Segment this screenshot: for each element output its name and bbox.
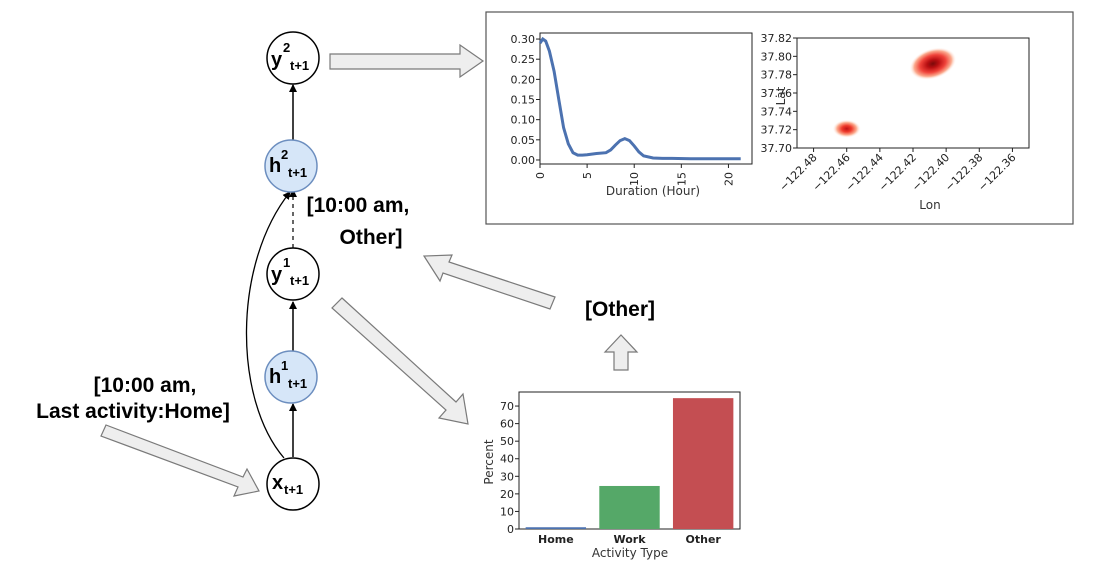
node-y1-sup: 1 <box>283 255 290 270</box>
mid-annotation-line2: Other] <box>340 226 403 249</box>
location-ytick-label: 37.78 <box>761 69 793 82</box>
activity-ytick-label: 10 <box>500 505 514 518</box>
activity-xlabel: Activity Type <box>592 546 668 560</box>
duration-ytick-label: 0.05 <box>511 134 536 147</box>
location-ytick-label: 37.80 <box>761 50 793 63</box>
other-to-mid-arrow <box>422 254 556 310</box>
duration-ytick-label: 0.00 <box>511 154 536 167</box>
node-y1-base: y <box>271 264 283 286</box>
activity-chart: 0 10 20 30 40 50 60 70 Home Work Other Percent Ac… <box>482 391 741 560</box>
node-x: x t+1 <box>266 457 320 511</box>
bar-category-label: Home <box>538 533 574 546</box>
duration-plot-area <box>539 32 753 165</box>
duration-ytick-label: 0.20 <box>511 73 536 86</box>
location-ytick-label: 37.70 <box>761 142 793 155</box>
location-ytick-label: 37.72 <box>761 124 793 137</box>
input-to-x-arrow <box>100 424 260 497</box>
sampled-activity-label: [Other] <box>585 298 655 321</box>
activity-ytick-label: 0 <box>507 523 514 536</box>
location-ytick-label: 37.76 <box>761 87 793 100</box>
bar-home <box>525 527 587 529</box>
bar-work <box>599 485 660 529</box>
node-h2-base: h <box>269 155 281 177</box>
duration-ytick-label: 0.15 <box>511 94 536 107</box>
duration-ytick-label: 0.25 <box>511 53 536 66</box>
node-h1-base: h <box>269 366 281 388</box>
duration-ytick-label: 0.10 <box>511 114 536 127</box>
node-y1-sub: t+1 <box>290 273 309 288</box>
edge-x-h2-skip <box>245 191 291 459</box>
heat-hotspot <box>832 119 861 138</box>
node-h2-sup: 2 <box>281 147 288 162</box>
location-ytick-label: 37.74 <box>761 105 793 118</box>
activity-ytick-label: 50 <box>500 435 514 448</box>
input-annotation-line1: [10:00 am, <box>94 374 197 397</box>
node-h1-sub: t+1 <box>288 376 307 391</box>
activity-ytick-label: 70 <box>500 400 514 413</box>
duration-xtick-label: 5 <box>581 172 594 179</box>
activity-ytick-label: 60 <box>500 418 514 431</box>
duration-xtick-label: 10 <box>628 172 641 186</box>
duration-xtick-label: 0 <box>534 172 547 179</box>
location-ytick-label: 37.82 <box>761 32 793 45</box>
mid-annotation-line1: [10:00 am, <box>307 194 410 217</box>
node-y2: y 2 t+1 <box>266 31 320 85</box>
y2-to-charts-arrow <box>329 43 485 79</box>
duration-xlabel: Duration (Hour) <box>606 184 700 198</box>
bar-to-other-arrow <box>603 334 639 371</box>
duration-xtick-label: 20 <box>722 172 735 186</box>
bar-other <box>672 398 734 529</box>
location-plot-area <box>796 37 1030 149</box>
duration-xtick-label: 15 <box>675 172 688 186</box>
duration-line-series <box>538 36 741 161</box>
bar-category-label: Work <box>613 533 646 546</box>
node-h2-sub: t+1 <box>288 165 307 180</box>
node-y2-sup: 2 <box>283 40 290 55</box>
node-h1-sup: 1 <box>281 358 288 373</box>
node-x-base: x <box>272 472 283 494</box>
activity-ytick-label: 30 <box>500 470 514 483</box>
node-x-sub: t+1 <box>284 482 303 497</box>
y1-to-bar-arrow <box>331 297 469 425</box>
node-y2-base: y <box>271 49 283 71</box>
activity-ytick-label: 20 <box>500 488 514 501</box>
location-xlabel: Lon <box>919 198 940 212</box>
duration-chart: 0.00 0.05 0.10 0.15 0.20 0.25 0.30 0 5 10 15 20 Du… <box>511 32 753 198</box>
duration-ytick-label: 0.30 <box>511 33 536 46</box>
bar-category-label: Other <box>686 533 722 546</box>
activity-ylabel: Percent <box>482 439 496 484</box>
node-h1: h 1 t+1 <box>264 350 318 404</box>
heat-hotspot <box>909 47 957 80</box>
activity-ytick-label: 40 <box>500 453 514 466</box>
input-annotation-line2: Last activity:Home] <box>36 400 230 423</box>
node-y1: y 1 t+1 <box>266 247 320 301</box>
node-y2-sub: t+1 <box>290 58 309 73</box>
node-h2: h 2 t+1 <box>264 139 318 193</box>
location-ylabel: Lat <box>774 86 788 105</box>
